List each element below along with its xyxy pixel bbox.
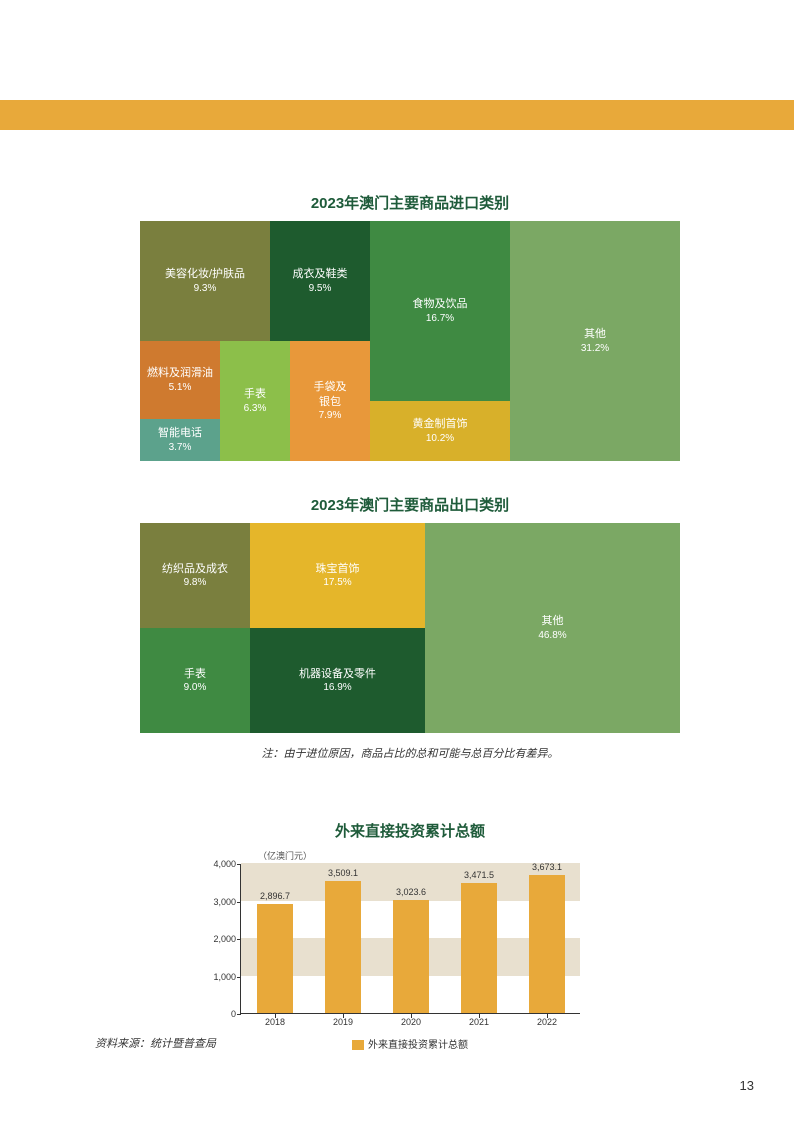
bar: 3,509.12019 (325, 881, 361, 1013)
treemap-cell-label: 手表 (244, 387, 266, 401)
treemap-cell-pct: 16.7% (426, 312, 454, 325)
y-tick-label: 4,000 (201, 859, 236, 869)
x-tick-label: 2020 (401, 1017, 421, 1027)
page-number: 13 (740, 1078, 754, 1093)
exports-treemap: 纺织品及成衣9.8%珠宝首饰17.5%其他46.8%手表9.0%机器设备及零件1… (140, 523, 680, 733)
bar-value-label: 3,023.6 (396, 887, 426, 897)
y-tick-label: 3,000 (201, 897, 236, 907)
bar: 2,896.72018 (257, 904, 293, 1013)
bar: 3,673.12022 (529, 875, 565, 1013)
y-tick-label: 0 (201, 1009, 236, 1019)
fdi-title: 外来直接投资累计总额 (140, 820, 680, 841)
treemap-cell: 手袋及银包7.9% (290, 341, 370, 461)
treemap-cell-pct: 17.5% (323, 576, 351, 589)
treemap-cell: 燃料及润滑油5.1% (140, 341, 220, 419)
treemap-cell-pct: 46.8% (538, 629, 566, 642)
treemap-cell: 黄金制首饰10.2% (370, 401, 510, 461)
treemap-cell-label: 其他 (584, 327, 606, 341)
treemap-cell: 美容化妆/护肤品9.3% (140, 221, 270, 341)
treemap-cell-pct: 3.7% (169, 441, 192, 454)
source-label: 资料来源：统计暨普查局 (95, 1035, 216, 1051)
treemap-cell-label: 机器设备及零件 (299, 667, 376, 681)
imports-title: 2023年澳门主要商品进口类别 (140, 192, 680, 213)
x-tick-label: 2018 (265, 1017, 285, 1027)
treemap-cell: 智能电话3.7% (140, 419, 220, 461)
y-tick-label: 2,000 (201, 934, 236, 944)
treemap-cell: 手表6.3% (220, 341, 290, 461)
treemap-cell-pct: 9.0% (184, 681, 207, 694)
treemap-cell: 食物及饮品16.7% (370, 221, 510, 401)
treemap-cell-pct: 31.2% (581, 342, 609, 355)
treemap-cell-label: 黄金制首饰 (413, 417, 468, 431)
treemap-cell-label: 手表 (184, 667, 206, 681)
bar-value-label: 3,471.5 (464, 870, 494, 880)
imports-treemap: 美容化妆/护肤品9.3%成衣及鞋类9.5%食物及饮品16.7%其他31.2%燃料… (140, 221, 680, 461)
treemap-cell: 纺织品及成衣9.8% (140, 523, 250, 628)
fdi-barchart: 01,0002,0003,0004,0002,896.720183,509.12… (240, 864, 580, 1014)
treemap-cell-label: 食物及饮品 (413, 297, 468, 311)
fdi-unit: （亿澳门元） (258, 849, 580, 862)
treemap-cell-label: 成衣及鞋类 (293, 267, 348, 281)
treemap-cell: 手表9.0% (140, 628, 250, 733)
treemap-cell: 机器设备及零件16.9% (250, 628, 425, 733)
bar: 3,023.62020 (393, 900, 429, 1013)
fdi-legend-label: 外来直接投资累计总额 (368, 1040, 468, 1051)
treemap-cell: 其他31.2% (510, 221, 680, 461)
treemap-cell-pct: 7.9% (319, 409, 342, 422)
treemap-cell-pct: 10.2% (426, 432, 454, 445)
bar: 3,471.52021 (461, 883, 497, 1013)
treemap-cell-label: 手袋及银包 (314, 380, 347, 409)
exports-note: 注：由于进位原因，商品占比的总和可能与总百分比有差异。 (140, 745, 680, 761)
treemap-cell-pct: 9.8% (184, 576, 207, 589)
y-tick-label: 1,000 (201, 972, 236, 982)
treemap-cell-pct: 9.3% (194, 282, 217, 295)
treemap-cell: 成衣及鞋类9.5% (270, 221, 370, 341)
exports-title: 2023年澳门主要商品出口类别 (140, 494, 680, 515)
bar-value-label: 3,673.1 (532, 862, 562, 872)
treemap-cell: 珠宝首饰17.5% (250, 523, 425, 628)
treemap-cell-pct: 16.9% (323, 681, 351, 694)
treemap-cell: 其他46.8% (425, 523, 680, 733)
bar-value-label: 3,509.1 (328, 868, 358, 878)
treemap-cell-pct: 9.5% (309, 282, 332, 295)
treemap-cell-label: 纺织品及成衣 (162, 562, 228, 576)
treemap-cell-label: 智能电话 (158, 426, 202, 440)
top-bar (0, 100, 794, 130)
bar-value-label: 2,896.7 (260, 891, 290, 901)
x-tick-label: 2021 (469, 1017, 489, 1027)
treemap-cell-label: 珠宝首饰 (316, 562, 360, 576)
fdi-legend: 外来直接投资累计总额 (240, 1036, 580, 1051)
treemap-cell-label: 其他 (542, 614, 564, 628)
legend-swatch (352, 1040, 364, 1050)
treemap-cell-pct: 5.1% (169, 381, 192, 394)
x-tick-label: 2019 (333, 1017, 353, 1027)
treemap-cell-pct: 6.3% (244, 402, 267, 415)
x-tick-label: 2022 (537, 1017, 557, 1027)
treemap-cell-label: 美容化妆/护肤品 (165, 267, 245, 281)
treemap-cell-label: 燃料及润滑油 (147, 366, 213, 380)
